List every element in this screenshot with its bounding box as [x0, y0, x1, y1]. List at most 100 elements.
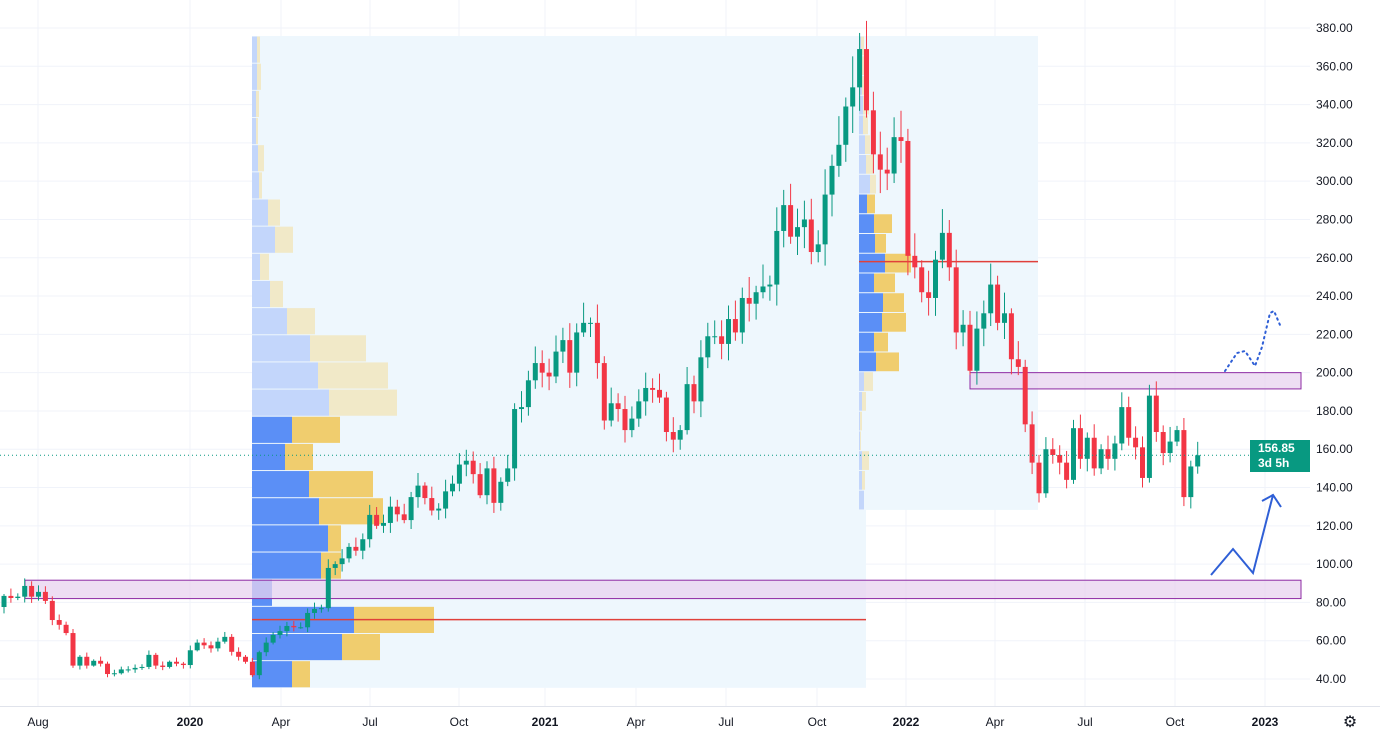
- candle-down: [1057, 454, 1063, 463]
- price-tick-label: 220.00: [1316, 327, 1353, 341]
- vp-row-up: [859, 174, 870, 194]
- candle-up: [774, 230, 780, 285]
- drawings[interactable]: [0, 309, 1282, 576]
- vp-row-up: [859, 332, 874, 352]
- candle-up: [277, 631, 283, 635]
- candle-down: [919, 267, 925, 293]
- candle-up: [318, 608, 324, 610]
- candle-down: [546, 372, 552, 377]
- candle-down: [1160, 432, 1166, 454]
- price-tick-label: 320.00: [1316, 136, 1353, 150]
- vp-row-up: [252, 90, 256, 118]
- candle-up: [111, 673, 117, 675]
- vp-row-up: [252, 308, 287, 335]
- time-axis[interactable]: Aug 2020 Apr Jul Oct 2021 Apr Jul Oct 2022 Apr Jul O…: [27, 715, 1278, 729]
- candle-up: [1, 595, 7, 608]
- candle-down: [63, 624, 69, 634]
- time-tick-label: 2022: [893, 715, 920, 729]
- vp-row-down: [328, 525, 341, 552]
- candle-up: [1119, 407, 1125, 444]
- candle-up: [753, 292, 759, 304]
- vp-row-up: [252, 498, 319, 525]
- candle-down: [243, 656, 248, 662]
- candle-up: [636, 401, 642, 419]
- vp-row-up: [859, 372, 864, 391]
- candle-down: [946, 232, 952, 268]
- candle-up: [1195, 455, 1201, 467]
- support-zone: [24, 579, 1302, 600]
- price-tick-label: 100.00: [1316, 557, 1353, 571]
- candle-up: [629, 418, 635, 431]
- candle-up: [505, 468, 511, 482]
- candle-down: [912, 255, 918, 268]
- vp-row-up: [252, 335, 310, 362]
- time-tick-label: Oct: [1166, 715, 1185, 729]
- candle-up: [215, 641, 221, 649]
- candle-up: [519, 407, 524, 410]
- price-tick-label: 260.00: [1316, 251, 1353, 265]
- vp-row-up: [859, 115, 863, 135]
- candle-up: [194, 642, 200, 651]
- vp-row-down: [259, 172, 262, 199]
- candle-down: [1133, 437, 1139, 448]
- candle-down: [1064, 462, 1070, 480]
- candle-down: [180, 663, 186, 666]
- candle-up: [1071, 428, 1076, 480]
- price-tick-label: 380.00: [1316, 21, 1353, 35]
- vp-row-up: [859, 470, 862, 490]
- candle-down: [429, 498, 435, 511]
- candle-up: [677, 430, 683, 440]
- zones[interactable]: [24, 372, 1302, 600]
- vp-row-down: [870, 174, 876, 194]
- candle-down: [56, 620, 62, 625]
- candle-up: [1098, 449, 1104, 469]
- candle-up: [684, 384, 690, 431]
- vp-row-down: [862, 470, 865, 490]
- vp-row-up: [252, 145, 258, 172]
- price-tick-label: 60.00: [1316, 634, 1346, 648]
- candle-down: [394, 506, 400, 515]
- candle-up: [408, 497, 414, 521]
- candle-down: [788, 205, 794, 237]
- candle-up: [312, 608, 317, 613]
- candle-up: [739, 297, 745, 333]
- candle-down: [898, 137, 904, 141]
- candle-down: [70, 633, 76, 666]
- vp-row-down: [861, 56, 864, 76]
- vp-row-up: [859, 431, 860, 451]
- candle-down: [1126, 407, 1132, 438]
- vp-row-down: [321, 552, 341, 579]
- candle-up: [367, 514, 373, 540]
- vp-row-up: [859, 352, 876, 372]
- candle-down: [249, 661, 255, 676]
- vp-row-up: [859, 135, 865, 155]
- vp-row-down: [292, 661, 310, 688]
- candle-up: [1146, 395, 1152, 478]
- candle-up: [22, 585, 28, 597]
- vp-row-up: [859, 293, 883, 312]
- vp-row-down: [885, 253, 911, 273]
- candle-up: [581, 322, 587, 333]
- dotted-projection-path: [1224, 309, 1281, 372]
- price-axis[interactable]: 380.00 360.00 340.00 320.00 300.00 280.00 260.…: [1316, 21, 1353, 686]
- time-tick-label: 2021: [532, 715, 559, 729]
- candle-up: [850, 87, 856, 107]
- gear-icon[interactable]: ⚙: [1342, 714, 1358, 731]
- time-tick-label: Aug: [27, 715, 48, 729]
- candle-up: [305, 612, 311, 628]
- candle-down: [539, 363, 545, 373]
- candle-up: [463, 460, 469, 465]
- vp-row-down: [861, 36, 864, 56]
- vp-row-up: [859, 391, 862, 411]
- candle-up: [263, 642, 269, 653]
- price-tick-label: 160.00: [1316, 442, 1353, 456]
- candle-up: [132, 667, 138, 670]
- vp-row-up: [252, 362, 318, 389]
- candle-up: [167, 661, 173, 667]
- vp-row-down: [874, 273, 895, 293]
- vp-row-down: [865, 135, 870, 155]
- vp-row-up: [252, 552, 321, 579]
- candle-down: [353, 546, 359, 551]
- price-tick-label: 300.00: [1316, 174, 1353, 188]
